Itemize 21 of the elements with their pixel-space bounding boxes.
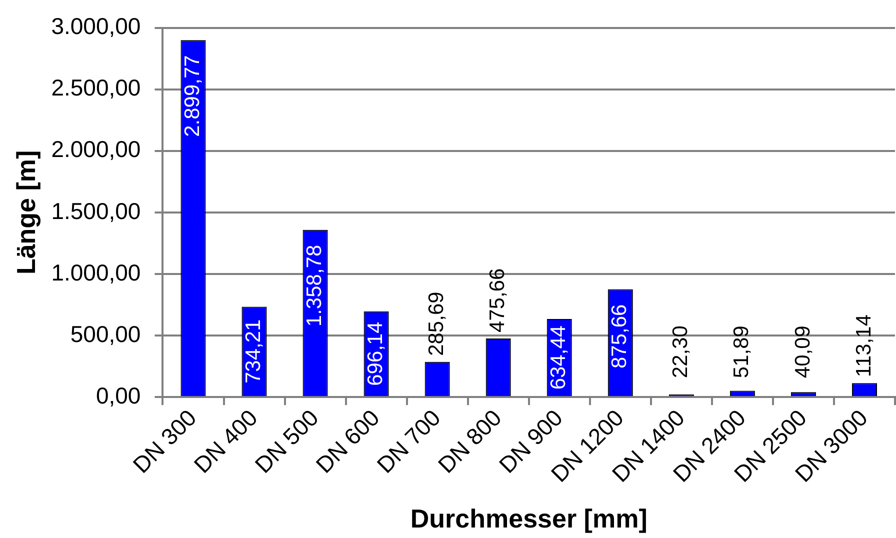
y-tick-label: 2.500,00 <box>51 74 141 101</box>
y-tick-label: 1.500,00 <box>51 198 141 224</box>
data-label: 51,89 <box>730 326 754 378</box>
data-label: 1.358,78 <box>303 244 326 327</box>
data-label: 475,66 <box>486 268 510 333</box>
y-tick-label: 500,00 <box>70 320 141 347</box>
y-tick-label: 3.000,00 <box>51 13 141 40</box>
y-tick-label: 2.000,00 <box>51 136 141 162</box>
data-label: 113,14 <box>852 314 876 378</box>
y-tick-label: 0,00 <box>96 382 141 408</box>
data-label: 634,44 <box>547 325 570 390</box>
data-label: 734,21 <box>242 319 266 384</box>
data-label: 285,69 <box>425 292 448 356</box>
y-axis-title: Länge [m] <box>10 150 41 275</box>
data-label: 22,30 <box>669 326 692 378</box>
x-axis-title: Durchmesser [mm] <box>410 504 648 534</box>
data-label: 40,09 <box>791 326 814 378</box>
data-label: 696,14 <box>364 321 388 386</box>
data-label: 2.899,77 <box>181 55 204 137</box>
y-tick-label: 1.000,00 <box>51 259 141 286</box>
data-label: 875,66 <box>608 304 632 369</box>
